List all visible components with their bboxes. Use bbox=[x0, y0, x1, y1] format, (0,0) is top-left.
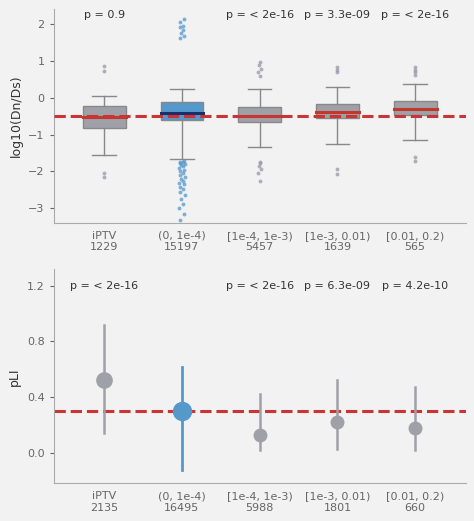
FancyBboxPatch shape bbox=[161, 102, 203, 120]
Text: p = < 2e-16: p = < 2e-16 bbox=[226, 10, 294, 20]
Text: p = < 2e-16: p = < 2e-16 bbox=[381, 10, 449, 20]
Text: p = 6.3e-09: p = 6.3e-09 bbox=[304, 281, 370, 291]
FancyBboxPatch shape bbox=[83, 106, 126, 128]
Y-axis label: log10(Dn/Ds): log10(Dn/Ds) bbox=[9, 75, 23, 157]
FancyBboxPatch shape bbox=[316, 104, 359, 118]
Text: p = 3.3e-09: p = 3.3e-09 bbox=[304, 10, 370, 20]
Text: p = < 2e-16: p = < 2e-16 bbox=[226, 281, 294, 291]
FancyBboxPatch shape bbox=[394, 101, 437, 115]
Text: p = < 2e-16: p = < 2e-16 bbox=[70, 281, 138, 291]
Y-axis label: pLI: pLI bbox=[9, 367, 21, 386]
Text: p = 0.9: p = 0.9 bbox=[83, 10, 125, 20]
FancyBboxPatch shape bbox=[238, 107, 281, 121]
Text: p = 4.2e-10: p = 4.2e-10 bbox=[382, 281, 448, 291]
